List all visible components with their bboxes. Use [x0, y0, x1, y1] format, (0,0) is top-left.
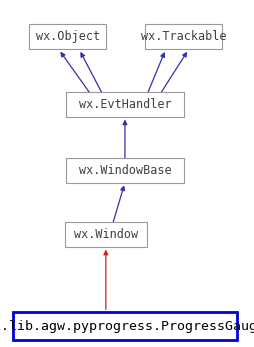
Text: wx.WindowBase: wx.WindowBase: [78, 163, 171, 177]
Text: wx.Trackable: wx.Trackable: [140, 30, 226, 43]
FancyBboxPatch shape: [66, 92, 183, 117]
FancyBboxPatch shape: [145, 24, 221, 49]
FancyBboxPatch shape: [66, 158, 183, 183]
Text: wx.EvtHandler: wx.EvtHandler: [78, 98, 171, 111]
FancyBboxPatch shape: [65, 222, 146, 247]
FancyBboxPatch shape: [29, 24, 105, 49]
Text: wx.lib.agw.pyprogress.ProgressGauge: wx.lib.agw.pyprogress.ProgressGauge: [0, 320, 254, 333]
Text: wx.Window: wx.Window: [73, 228, 137, 241]
Text: wx.Object: wx.Object: [35, 30, 99, 43]
FancyBboxPatch shape: [13, 312, 236, 340]
